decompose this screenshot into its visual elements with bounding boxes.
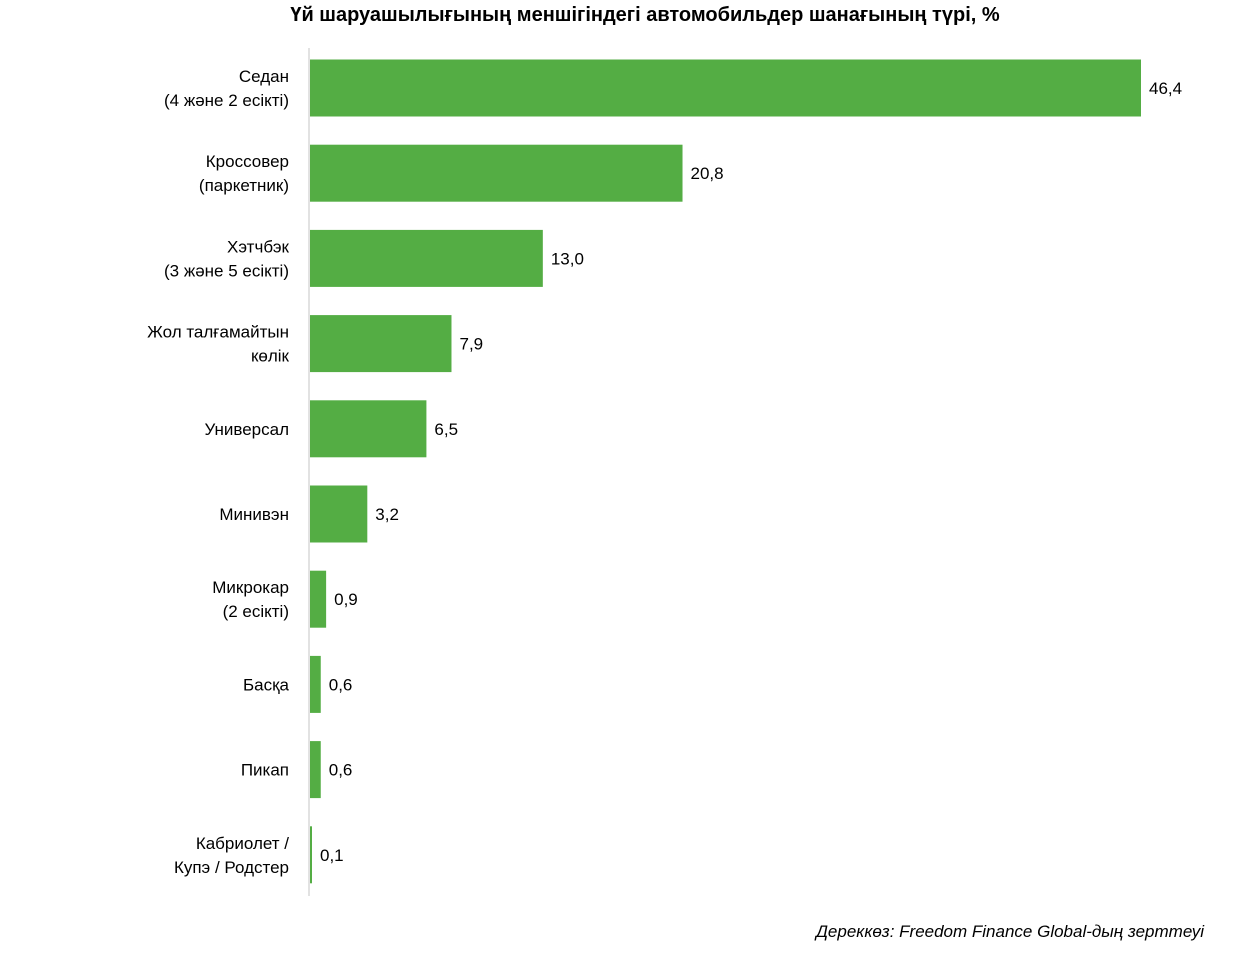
category-label: (3 және 5 есікті) [164,261,289,280]
data-label: 0,6 [329,675,353,694]
bar [310,741,321,799]
category-label: Жол талғамайтын [147,323,289,342]
category-label: Универсал [204,420,289,439]
category-label: Кабриолет / [196,834,289,853]
category-label: Седан [239,67,289,86]
bar [310,144,683,202]
category-label: Хэтчбэк [227,237,290,256]
category-label: көлік [251,347,290,366]
bar [310,826,312,884]
bar [310,315,452,373]
bar [310,655,321,713]
data-label: 13,0 [551,249,584,268]
source-note: Дереккөз: Freedom Finance Global-дың зер… [815,922,1204,941]
data-label: 6,5 [434,420,458,439]
category-label: Басқа [243,675,290,694]
data-label: 20,8 [691,164,724,183]
category-label: Пикап [241,761,289,780]
category-label: Купэ / Родстер [174,858,289,877]
bar [310,485,368,543]
category-label: (4 және 2 есікті) [164,91,289,110]
data-label: 7,9 [459,335,483,354]
category-label: Минивэн [219,505,289,524]
data-label: 0,9 [334,590,358,609]
data-label: 46,4 [1149,79,1182,98]
bar [310,59,1141,117]
bar [310,229,543,287]
data-label: 0,1 [320,846,344,865]
category-label: (2 есікті) [223,602,289,621]
chart-title: Үй шаруашылығының меншігіндегі автомобил… [290,4,1000,26]
category-label: Кроссовер [206,152,289,171]
data-label: 0,6 [329,761,353,780]
category-label: Микрокар [212,578,289,597]
bar [310,400,427,458]
bar [310,570,327,628]
category-label: (паркетник) [199,176,289,195]
data-label: 3,2 [375,505,399,524]
